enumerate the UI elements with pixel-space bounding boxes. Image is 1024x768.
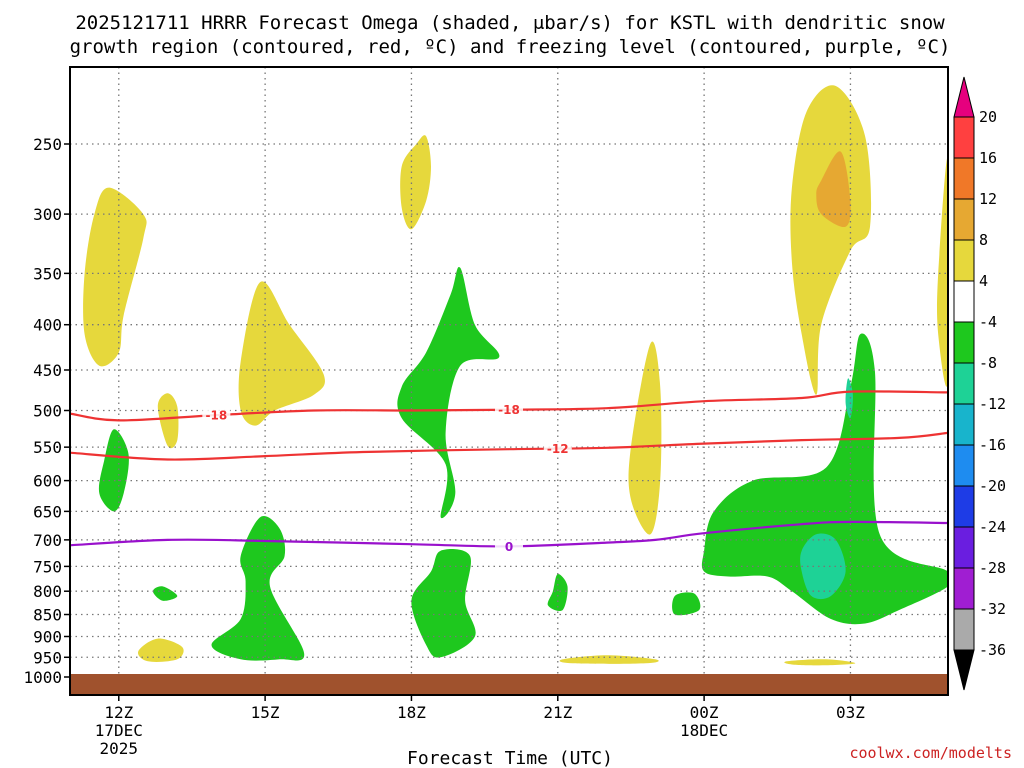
colorbar-swatch-9: [953, 485, 975, 528]
y-tick-label-600: 600: [33, 472, 62, 491]
omega-region-downward-8: [137, 638, 184, 662]
colorbar-label-20: 20: [979, 108, 997, 126]
omega-region-downward-3: [790, 85, 872, 395]
y-tick-label-550: 550: [33, 438, 62, 457]
y-tick-label-650: 650: [33, 502, 62, 521]
x-tick-label-17DEC: 17DEC: [95, 721, 143, 740]
omega-shaded-regions: [83, 85, 948, 666]
colorbar-label--4: -4: [979, 313, 997, 331]
colorbar-swatch-4: [953, 280, 975, 323]
colorbar-label--12: -12: [979, 395, 1006, 413]
y-axis-ticks: 250 300 350 400 450 500 550 600 650 700 750 800 850 9…: [23, 135, 70, 687]
colorbar-label-8: 8: [979, 231, 988, 249]
colorbar-label--32: -32: [979, 600, 1006, 618]
omega-region-downward-0: [83, 187, 147, 367]
omega-region-downward-4: [816, 151, 851, 228]
colorbar-swatch-0: [953, 116, 975, 159]
colorbar-swatch-5: [953, 321, 975, 364]
omega-region-downward-10: [784, 659, 856, 666]
omega-region-upward-12: [98, 429, 129, 512]
x-tick-label-18Z: 18Z: [397, 703, 426, 722]
colorbar-swatch-2: [953, 198, 975, 241]
colorbar-label--28: -28: [979, 559, 1006, 577]
omega-region-upward-11: [397, 266, 500, 519]
dgz-minus18-label: -18: [498, 403, 520, 417]
colorbar-swatch-12: [953, 608, 975, 651]
freezing-level-line: [70, 520, 948, 548]
chart-title-line2: growth region (contoured, red, ºC) and f…: [70, 36, 951, 58]
x-tick-label-2025: 2025: [100, 739, 139, 758]
omega-region-downward-1: [400, 135, 431, 230]
contour-lines: -18 -18 -12 0: [70, 390, 948, 554]
y-tick-label-400: 400: [33, 316, 62, 335]
omega-region-upward-17: [152, 586, 178, 601]
credit-text: coolwx.com/modelts: [849, 744, 1012, 762]
y-tick-label-700: 700: [33, 531, 62, 550]
colorbar-label-16: 16: [979, 149, 997, 167]
ground-terrain: [70, 674, 948, 695]
x-axis-label: Forecast Time (UTC): [407, 748, 613, 768]
colorbar: 20 16 12 8 4 -4 -8 -12 -16 -20 -24 -28 -32 -36: [953, 76, 1006, 691]
colorbar-label-4: 4: [979, 272, 988, 290]
colorbar-swatch-7: [953, 403, 975, 446]
colorbar-top-cap: [953, 76, 975, 118]
omega-region-upward-15: [547, 573, 568, 612]
y-tick-label-500: 500: [33, 402, 62, 421]
colorbar-label--24: -24: [979, 518, 1006, 536]
x-tick-label-18DEC: 18DEC: [680, 721, 728, 740]
freezing-level-label-bg: [495, 539, 523, 554]
colorbar-label--20: -20: [979, 477, 1006, 495]
omega-region-downward-7: [157, 393, 179, 449]
dgz-minus18-label-bg: [202, 408, 231, 423]
plot-frame: [69, 66, 949, 696]
grid-lines: [70, 67, 948, 695]
y-tick-label-900: 900: [33, 627, 62, 646]
colorbar-swatch-8: [953, 444, 975, 487]
y-tick-label-1000: 1000: [23, 668, 62, 687]
colorbar-bottom-cap: [953, 649, 975, 691]
y-tick-label-350: 350: [33, 264, 62, 283]
omega-region-upward-19: [800, 533, 846, 600]
y-tick-label-850: 850: [33, 606, 62, 625]
dgz-minus18-label: -18: [205, 409, 227, 423]
x-tick-label-21Z: 21Z: [543, 703, 572, 722]
omega-region-upward-18: [701, 333, 948, 625]
colorbar-label--16: -16: [979, 436, 1006, 454]
x-tick-label-12Z: 12Z: [104, 703, 133, 722]
colorbar-swatch-3: [953, 239, 975, 282]
colorbar-swatch-1: [953, 157, 975, 200]
omega-region-downward-9: [559, 655, 659, 664]
colorbar-label--8: -8: [979, 354, 997, 372]
y-tick-label-300: 300: [33, 205, 62, 224]
colorbar-swatch-11: [953, 567, 975, 610]
omega-region-upward-14: [411, 549, 476, 658]
colorbar-label-12: 12: [979, 190, 997, 208]
omega-region-upward-16: [672, 592, 701, 616]
dgz-minus12-label-bg: [543, 441, 572, 456]
omega-region-downward-6: [628, 341, 662, 535]
omega-region-upward-13: [211, 516, 305, 661]
dgz-minus12-label: -12: [547, 442, 569, 456]
dgz-minus18-label-bg: [495, 402, 523, 417]
y-tick-label-250: 250: [33, 135, 62, 154]
x-tick-label-00Z: 00Z: [690, 703, 719, 722]
y-tick-label-450: 450: [33, 361, 62, 380]
freezing-level-label: 0: [505, 540, 513, 554]
colorbar-label--36: -36: [979, 641, 1006, 659]
omega-region-upward-20: [845, 378, 853, 419]
x-tick-label-03Z: 03Z: [836, 703, 865, 722]
chart-title-line1: 2025121711 HRRR Forecast Omega (shaded, …: [75, 12, 945, 34]
colorbar-swatch-10: [953, 526, 975, 569]
colorbar-swatch-6: [953, 362, 975, 405]
omega-region-downward-2: [238, 281, 325, 426]
y-tick-label-750: 750: [33, 557, 62, 576]
y-tick-label-800: 800: [33, 582, 62, 601]
y-tick-label-950: 950: [33, 648, 62, 667]
x-tick-label-15Z: 15Z: [251, 703, 280, 722]
dgz-minus12-line: [70, 431, 948, 461]
